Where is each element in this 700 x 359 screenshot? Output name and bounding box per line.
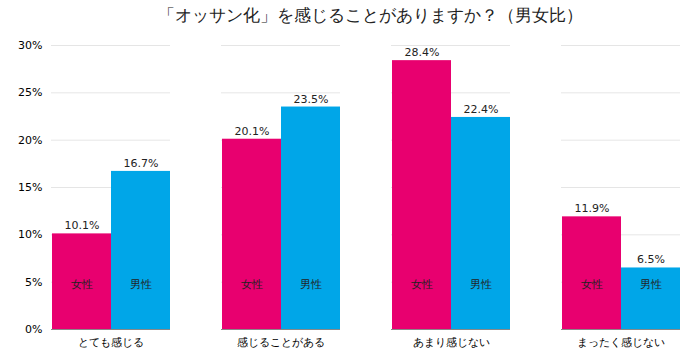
svg-text:16.7%: 16.7%: [124, 157, 159, 170]
svg-text:22.4%: 22.4%: [464, 103, 499, 116]
svg-text:女性: 女性: [411, 278, 433, 291]
svg-text:0%: 0%: [25, 323, 42, 336]
svg-text:あまり感じない: あまり感じない: [413, 336, 490, 349]
svg-text:感じることがある: 感じることがある: [237, 336, 325, 349]
svg-text:28.4%: 28.4%: [405, 46, 440, 59]
svg-text:30%: 30%: [18, 39, 42, 52]
svg-text:20%: 20%: [18, 134, 42, 147]
svg-text:25%: 25%: [18, 86, 42, 99]
svg-text:とても感じる: とても感じる: [78, 336, 144, 349]
svg-text:23.5%: 23.5%: [294, 93, 329, 106]
html-text:「オッサン化」を感じることがありますか？（男女比）: 「オッサン化」を感じることがありますか？（男女比）: [157, 5, 583, 25]
svg-text:6.5%: 6.5%: [637, 253, 665, 266]
svg-text:女性: 女性: [581, 278, 603, 291]
svg-text:10%: 10%: [18, 228, 42, 241]
svg-text:10.1%: 10.1%: [65, 219, 100, 232]
svg-text:女性: 女性: [71, 278, 93, 291]
svg-text:20.1%: 20.1%: [235, 125, 270, 138]
svg-text:男性: 男性: [640, 278, 662, 291]
svg-text:男性: 男性: [300, 278, 322, 291]
svg-text:女性: 女性: [241, 278, 263, 291]
svg-text:11.9%: 11.9%: [575, 202, 610, 215]
svg-text:15%: 15%: [18, 181, 42, 194]
svg-text:男性: 男性: [470, 278, 492, 291]
svg-text:5%: 5%: [25, 276, 42, 289]
svg-text:男性: 男性: [130, 278, 152, 291]
svg-text:まったく感じない: まったく感じない: [577, 336, 665, 349]
